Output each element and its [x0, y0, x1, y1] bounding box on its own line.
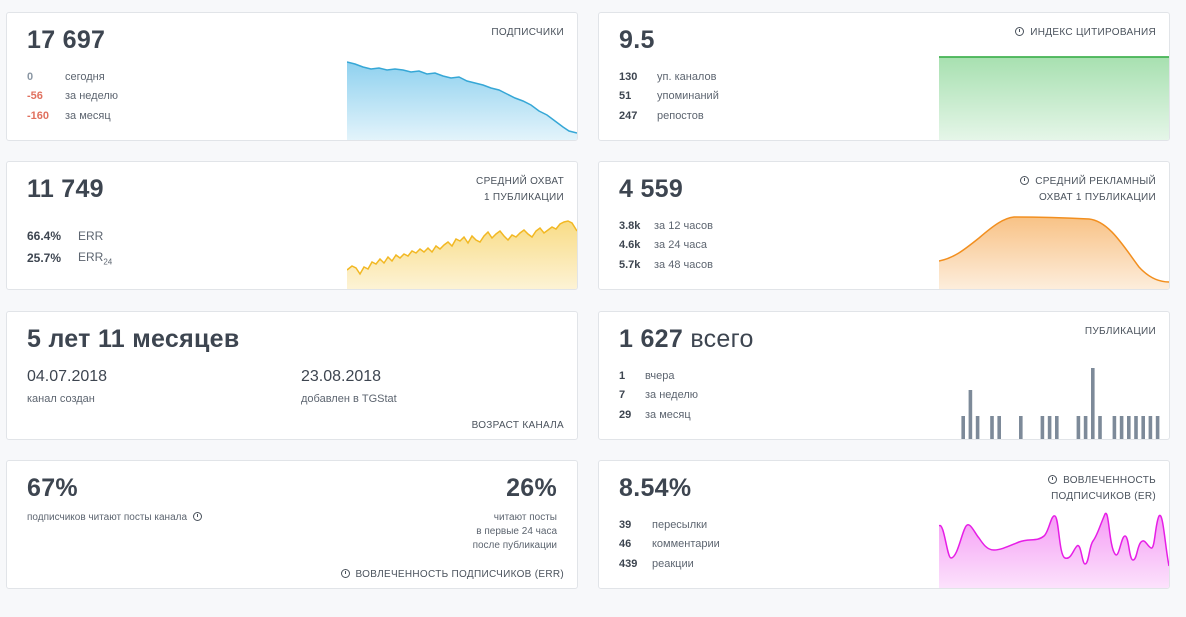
post-bar: [1083, 416, 1088, 439]
post-bar: [968, 390, 973, 439]
post-bar: [1141, 416, 1145, 439]
post-bar-empty: [1012, 439, 1016, 440]
post-bar-empty: [1026, 439, 1030, 440]
reach-sparkline: [347, 218, 577, 289]
stat-row: 7 за неделю: [619, 389, 699, 402]
stat-row: 4.6k за 24 часа: [619, 239, 707, 252]
posts-stats: 1 вчера 7 за неделю 29 за месяц: [619, 366, 698, 425]
citation-stats: 130 уп. каналов 51 упоминаний 247 репостов: [619, 67, 719, 126]
stat-row: 46 комментарии: [619, 538, 720, 551]
subscribers-count: 17 697: [27, 26, 106, 54]
post-bar-empty: [1005, 439, 1009, 440]
err-value-readers: 67%: [27, 474, 78, 502]
post-bar: [1155, 416, 1160, 439]
info-icon[interactable]: [1015, 27, 1025, 36]
post-bar: [1047, 416, 1052, 439]
channel-age-footer: Возраст канала: [471, 420, 564, 431]
info-icon[interactable]: [340, 569, 350, 578]
post-bar: [1040, 416, 1045, 439]
subscribers-caption: Подписчики: [491, 27, 564, 38]
posts-total: 1 627 всего: [619, 325, 754, 353]
reach-stats: 66.4% ERR 25.7% ERR24: [27, 225, 112, 269]
created-label: канал создан: [27, 393, 95, 405]
reach-card[interactable]: 11 749 Средний охват 1 публикации 66.4% ER…: [6, 161, 578, 290]
help-icon[interactable]: [193, 512, 203, 521]
post-bar: [1055, 416, 1059, 439]
added-label: добавлен в TGStat: [301, 393, 397, 405]
stat-row: 29 за месяц: [619, 408, 691, 421]
post-bar: [1127, 416, 1131, 439]
stat-row: 130 уп. каналов: [619, 70, 717, 83]
engagement-caption: Вовлеченность подписчиков (ER): [1048, 473, 1156, 505]
citation-index-value: 9.5: [619, 26, 655, 54]
subscribers-card[interactable]: 17 697 Подписчики 0 сегодня -56 за неделю …: [6, 12, 578, 141]
post-bar-empty: [983, 439, 987, 440]
post-bar: [1148, 416, 1153, 439]
engagement-card[interactable]: 8.54% Вовлеченность подписчиков (ER) 39 пе…: [598, 460, 1170, 589]
post-bar: [1134, 416, 1138, 439]
post-bar: [1091, 368, 1095, 439]
post-bar: [1098, 416, 1102, 439]
posts-bar-chart: [947, 362, 1163, 440]
post-bar-empty: [1069, 439, 1073, 440]
engagement-sparkline: [939, 506, 1169, 588]
post-bar-empty: [954, 439, 958, 440]
average-reach-value: 11 749: [27, 175, 104, 203]
err-value-24h: 26%: [506, 474, 557, 502]
post-bar-empty: [1033, 439, 1037, 440]
post-bar-empty: [1105, 439, 1109, 440]
added-date: 23.08.2018: [301, 368, 382, 385]
stat-row: 1 вчера: [619, 369, 675, 382]
err-24h-label: читают посты в первые 24 часа после публ…: [472, 512, 557, 551]
stat-row: 3.8k за 12 часов: [619, 219, 713, 232]
citation-caption: Индекс цитирования: [1015, 25, 1156, 41]
post-bar: [975, 416, 980, 439]
citation-card[interactable]: 9.5 Индекс цитирования 130 уп. каналов 51…: [598, 12, 1170, 141]
posts-caption: Публикации: [1084, 326, 1156, 337]
post-bar: [990, 416, 994, 439]
ad-reach-card[interactable]: 4 559 Средний рекламный охват 1 публикаци…: [598, 161, 1170, 290]
post-bar-empty: [947, 439, 951, 440]
post-bar: [1019, 416, 1023, 439]
channel-age-card[interactable]: 5 лет 11 месяцев 04.07.2018 канал создан…: [6, 311, 578, 440]
post-bar: [1119, 416, 1124, 439]
stat-row: 51 упоминаний: [619, 90, 719, 103]
stat-row: 439 реакции: [619, 557, 694, 570]
stat-row: -56 за неделю: [27, 90, 119, 103]
ad-reach-value: 4 559: [619, 175, 684, 203]
post-bar: [1076, 416, 1081, 439]
stat-row: -160 за месяц: [27, 109, 111, 122]
stat-row: 39 пересылки: [619, 518, 708, 531]
created-date: 04.07.2018: [27, 368, 108, 385]
info-icon[interactable]: [1020, 176, 1030, 185]
ad-reach-sparkline: [939, 212, 1169, 289]
stat-row: 25.7% ERR24: [27, 249, 113, 267]
post-bar: [1112, 416, 1117, 439]
post-bar-empty: [1062, 439, 1066, 440]
info-icon[interactable]: [1048, 475, 1058, 484]
channel-age-value: 5 лет 11 месяцев: [27, 325, 240, 353]
reach-caption: Средний охват 1 публикации: [476, 176, 564, 203]
err-card[interactable]: 67% подписчиков читают посты канала 26% …: [6, 460, 578, 589]
ad-reach-caption: Средний рекламный охват 1 публикации: [1020, 174, 1156, 206]
stat-row: 66.4% ERR: [27, 229, 104, 243]
post-bar: [961, 416, 965, 439]
citation-sparkline: [939, 55, 1169, 140]
engagement-stats: 39 пересылки 46 комментарии 439 реакции: [619, 515, 720, 574]
ad-reach-stats: 3.8k за 12 часов 4.6k за 24 часа 5.7k за 48…: [619, 216, 713, 275]
posts-card[interactable]: 1 627 всего Публикации 1 вчера 7 за неделю…: [598, 311, 1170, 440]
err-readers-label: подписчиков читают посты канала: [27, 512, 203, 523]
err-footer: Вовлеченность подписчиков (ERR): [340, 569, 564, 580]
subscribers-sparkline: [347, 61, 577, 140]
post-bar: [997, 416, 1001, 439]
stat-row: 5.7k за 48 часов: [619, 258, 713, 271]
stat-row: 0 сегодня: [27, 70, 105, 83]
engagement-rate-value: 8.54%: [619, 474, 692, 502]
subscribers-stats: 0 сегодня -56 за неделю -160 за месяц: [27, 67, 118, 126]
stat-row: 247 репостов: [619, 109, 704, 122]
